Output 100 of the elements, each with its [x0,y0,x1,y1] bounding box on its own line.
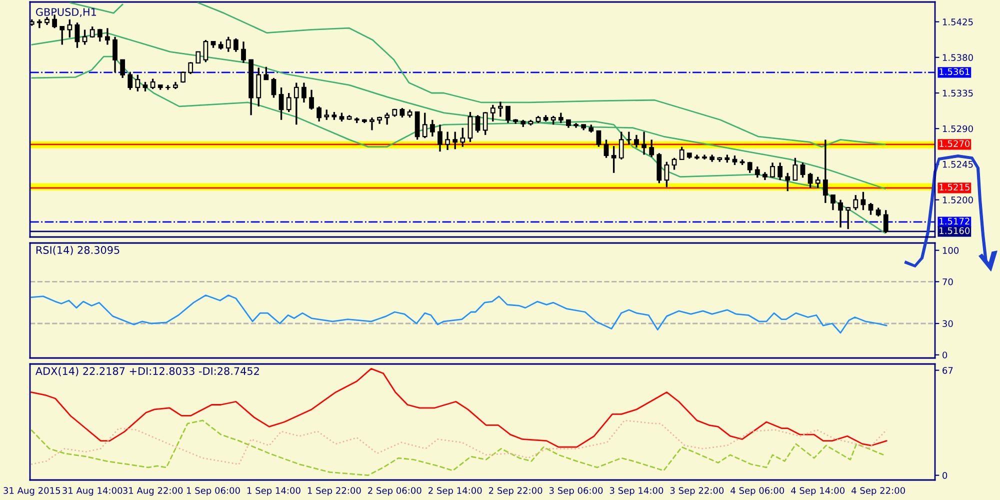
candlestick [490,104,496,122]
candlestick [596,130,602,148]
candlestick [830,194,836,211]
candlestick [256,66,262,108]
y-tick-label: 70 [942,278,953,286]
candlestick [294,82,299,126]
candlestick [468,111,473,143]
candlestick [815,176,820,189]
candlestick [883,209,888,234]
candlestick [800,162,806,178]
candlestick [672,157,677,171]
candlestick [226,36,231,53]
x-tick-label: 1 Sep 06:00 [187,487,240,496]
candlestick [264,66,269,80]
candlestick [452,130,458,150]
y-tick-label: 1.5425 [942,18,973,26]
candlestick [679,146,684,160]
candlestick [649,138,654,158]
x-tick-label: 4 Sep 14:00 [791,487,845,496]
candlestick [120,58,126,79]
candlestick [611,145,616,174]
candlestick [445,130,450,151]
candlestick [475,114,480,134]
candlestick [60,26,65,46]
line-series [30,420,888,466]
candlestick [241,40,246,64]
candlestick [808,172,813,189]
y-tick-label: 1.5380 [942,54,973,61]
x-tick-label: 3 Sep 06:00 [549,487,603,496]
x-tick-label: 31 Aug 22:00 [123,487,183,496]
candlestick [384,112,390,126]
x-tick-label: 4 Sep 22:00 [852,487,905,496]
candlestick [664,160,670,188]
candlestick [82,28,88,46]
candlestick [822,138,828,204]
candlestick [853,194,858,211]
x-tick-label: 4 Sep 06:00 [730,487,784,496]
candlestick [233,38,238,53]
candlestick [626,130,632,146]
candlestick [309,88,314,110]
candlestick [838,198,843,228]
candlestick [278,86,284,121]
candlestick [74,22,80,49]
candlestick [112,36,118,74]
candlestick [506,106,510,124]
y-tick-label: 0 [942,472,948,479]
candlestick [97,28,102,42]
y-tick-label: 0 [942,352,948,358]
chart-title: RSI(14) 28.3095 [36,246,120,256]
text: GBPUSD,H1 [36,8,96,17]
candlestick [482,111,488,136]
candlestick [316,106,322,122]
candlestick [846,206,851,230]
candlestick [400,107,405,118]
ref-line-label: 1.5361 [940,68,970,76]
line-series [30,294,888,334]
line-series [30,420,884,476]
candlestick [271,77,276,99]
ref-line-label: 1.5270 [940,140,970,148]
candlestick [618,130,624,160]
y-tick-label: 1.5290 [942,125,973,132]
y-tick-label: 67 [942,367,953,374]
chart-title: ADX(14) 22.2187 +DI:12.8033 -DI:28.7452 [36,366,259,376]
x-tick-label: 2 Sep 14:00 [428,487,482,496]
x-tick-label: 1 Sep 22:00 [308,487,361,496]
candlestick [37,18,42,29]
candlestick [785,172,790,192]
candlestick [860,191,866,211]
candlestick [67,18,72,38]
candlestick [165,84,170,91]
x-tick-label: 3 Sep 22:00 [670,487,724,496]
candlestick [324,108,330,121]
candlestick [732,154,738,166]
candlestick [142,81,148,92]
y-tick-label: 1.5200 [942,196,973,204]
candlestick [188,61,194,75]
candlestick [438,124,442,152]
y-tick-label: 100 [942,247,959,254]
ref-line-label: 1.5160 [940,227,970,234]
line-series [30,368,888,448]
candlestick [203,39,208,63]
candlestick [135,74,140,92]
candlestick [196,51,201,64]
x-tick-label: 2 Sep 22:00 [488,487,542,496]
candlestick [754,166,760,178]
candlestick [286,92,292,113]
y-tick-label: 30 [942,320,953,328]
y-tick-label: 1.5335 [942,90,973,97]
candlestick [634,134,639,148]
x-tick-label: 3 Sep 14:00 [610,487,664,496]
x-tick-label: 1 Sep 14:00 [247,487,300,496]
candlestick [302,82,306,104]
candlestick [770,162,775,178]
candlestick [128,72,133,91]
candlestick [460,126,466,148]
candlestick [105,27,110,46]
candlestick [498,100,503,118]
x-tick-label: 31 Aug 14:00 [62,487,122,496]
candlestick [778,162,783,181]
y-tick-label: 1.5245 [942,160,973,168]
